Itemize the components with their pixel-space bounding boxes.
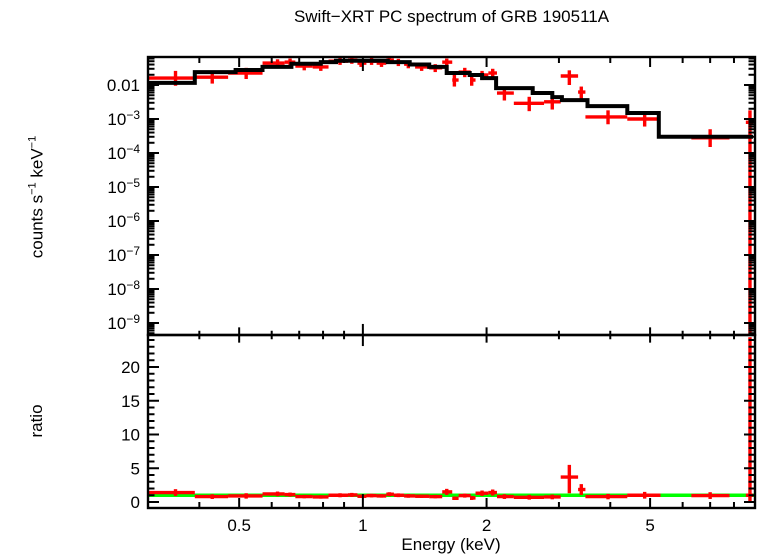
- svg-text:10: 10: [121, 426, 140, 445]
- tick-labels: 0.5 1 2 50.0110−310−410−510−610−710−810−905…: [107, 76, 655, 535]
- svg-text:10−5: 10−5: [107, 176, 140, 197]
- y-axis-label-counts-base1: counts s: [27, 194, 47, 259]
- ratio-data-points: [148, 337, 754, 502]
- y-axis-label-counts: counts s−1 keV−1: [27, 136, 48, 258]
- panel-frames: [146, 55, 757, 510]
- y-axis-label-counts-base2: keV: [27, 148, 47, 183]
- chart-title: Swift−XRT PC spectrum of GRB 190511A: [293, 7, 610, 26]
- model-line: [148, 58, 753, 139]
- svg-text:15: 15: [121, 392, 140, 411]
- y-axis-label-counts-sup2: −1: [26, 135, 39, 149]
- svg-text:1: 1: [358, 516, 367, 535]
- svg-text:5: 5: [131, 459, 140, 478]
- svg-text:0.01: 0.01: [107, 76, 140, 95]
- y-axis-label-ratio: ratio: [27, 404, 46, 438]
- y-axis-label-counts-sup1: −1: [26, 182, 39, 195]
- svg-text:0.5: 0.5: [227, 516, 251, 535]
- svg-text:5: 5: [645, 516, 654, 535]
- svg-text:2: 2: [482, 516, 491, 535]
- svg-text:20: 20: [121, 358, 140, 377]
- axis-ticks: [149, 57, 754, 507]
- x-axis-label: Energy (keV): [401, 535, 501, 554]
- svg-text:0: 0: [131, 493, 140, 512]
